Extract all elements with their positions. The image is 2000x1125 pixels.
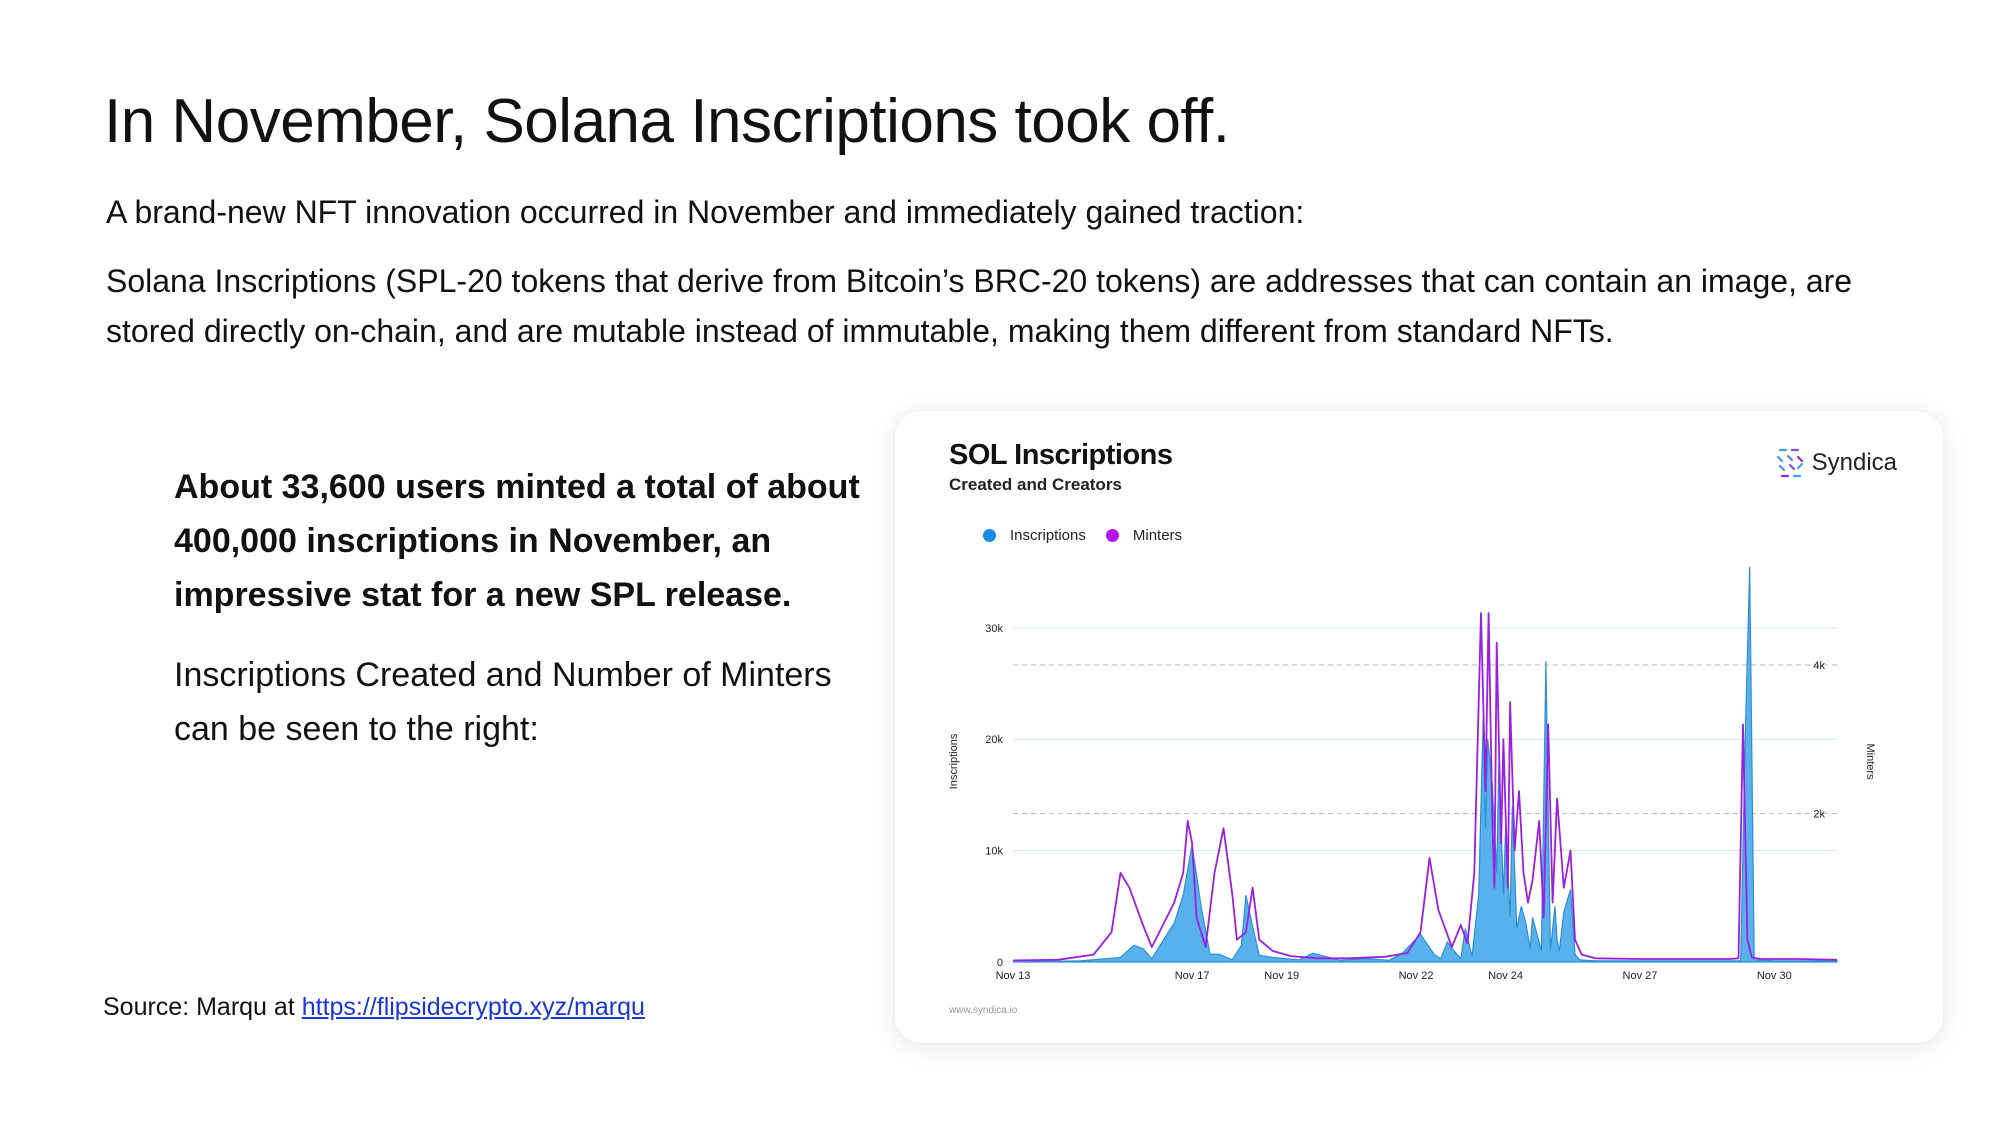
footer-url: www.syndica.io (949, 1005, 1018, 1016)
legend-item-inscriptions[interactable]: Inscriptions (983, 527, 1086, 544)
source-link[interactable]: https://flipsidecrypto.xyz/marqu (301, 993, 645, 1021)
y-axis-label: Inscriptions (948, 733, 960, 789)
series-inscriptions-area (1012, 566, 1838, 963)
y2-axis-label: Minters (1864, 743, 1876, 780)
chart-card: SOL Inscriptions Created and Creators Sy… (895, 411, 1943, 1043)
legend-item-minters[interactable]: Minters (1105, 527, 1183, 544)
x-tick-label: Nov 19 (1264, 970, 1299, 982)
y2-tick-label: 4k (1813, 660, 1825, 672)
chart-legend: Inscriptions Minters (983, 527, 1182, 544)
y-tick-label: 0 (997, 957, 1003, 969)
y-tick-label: 10k (985, 846, 1003, 858)
legend-label-minters: Minters (1132, 527, 1183, 544)
series-minters-line (1012, 612, 1838, 962)
x-tick-label: Nov 24 (1488, 970, 1523, 982)
intro-line-2: Solana Inscriptions (SPL-20 tokens that … (106, 263, 1853, 349)
legend-label-inscriptions: Inscriptions (1010, 527, 1086, 544)
syndica-logo-icon (1776, 448, 1803, 478)
x-tick-label: Nov 27 (1623, 970, 1658, 982)
y2-tick-label: 2k (1813, 808, 1825, 820)
intro-line-1: A brand-new NFT innovation occurred in N… (106, 194, 1305, 230)
y-tick-label: 20k (985, 734, 1003, 746)
chart-subtitle: Created and Creators (949, 475, 1122, 494)
x-tick-label: Nov 17 (1175, 970, 1210, 982)
chart-title: SOL Inscriptions (949, 439, 1173, 471)
chart-plot: 0 10k 20k 30k 2k 4k Nov 13 Nov 17 Nov 19 Nov 22 No… (948, 566, 1876, 982)
y-tick-label: 30k (985, 623, 1003, 635)
brand-name: Syndica (1811, 449, 1897, 476)
source-citation: Source: Marqu at https://flipsidecrypto.… (103, 993, 645, 1022)
x-tick-label: Nov 30 (1757, 970, 1792, 982)
x-tick-label: Nov 13 (996, 970, 1031, 982)
source-label: Source: Marqu at (103, 993, 302, 1021)
x-tick-label: Nov 22 (1399, 970, 1434, 982)
stat-description: Inscriptions Created and Number of Minte… (174, 656, 832, 748)
legend-swatch-inscriptions (983, 529, 996, 542)
brand: Syndica (1776, 445, 1897, 481)
stat-highlight: About 33,600 users minted a total of abo… (174, 468, 860, 614)
legend-swatch-minters (1105, 529, 1119, 542)
slide-title: In November, Solana Inscriptions took of… (104, 87, 1230, 156)
